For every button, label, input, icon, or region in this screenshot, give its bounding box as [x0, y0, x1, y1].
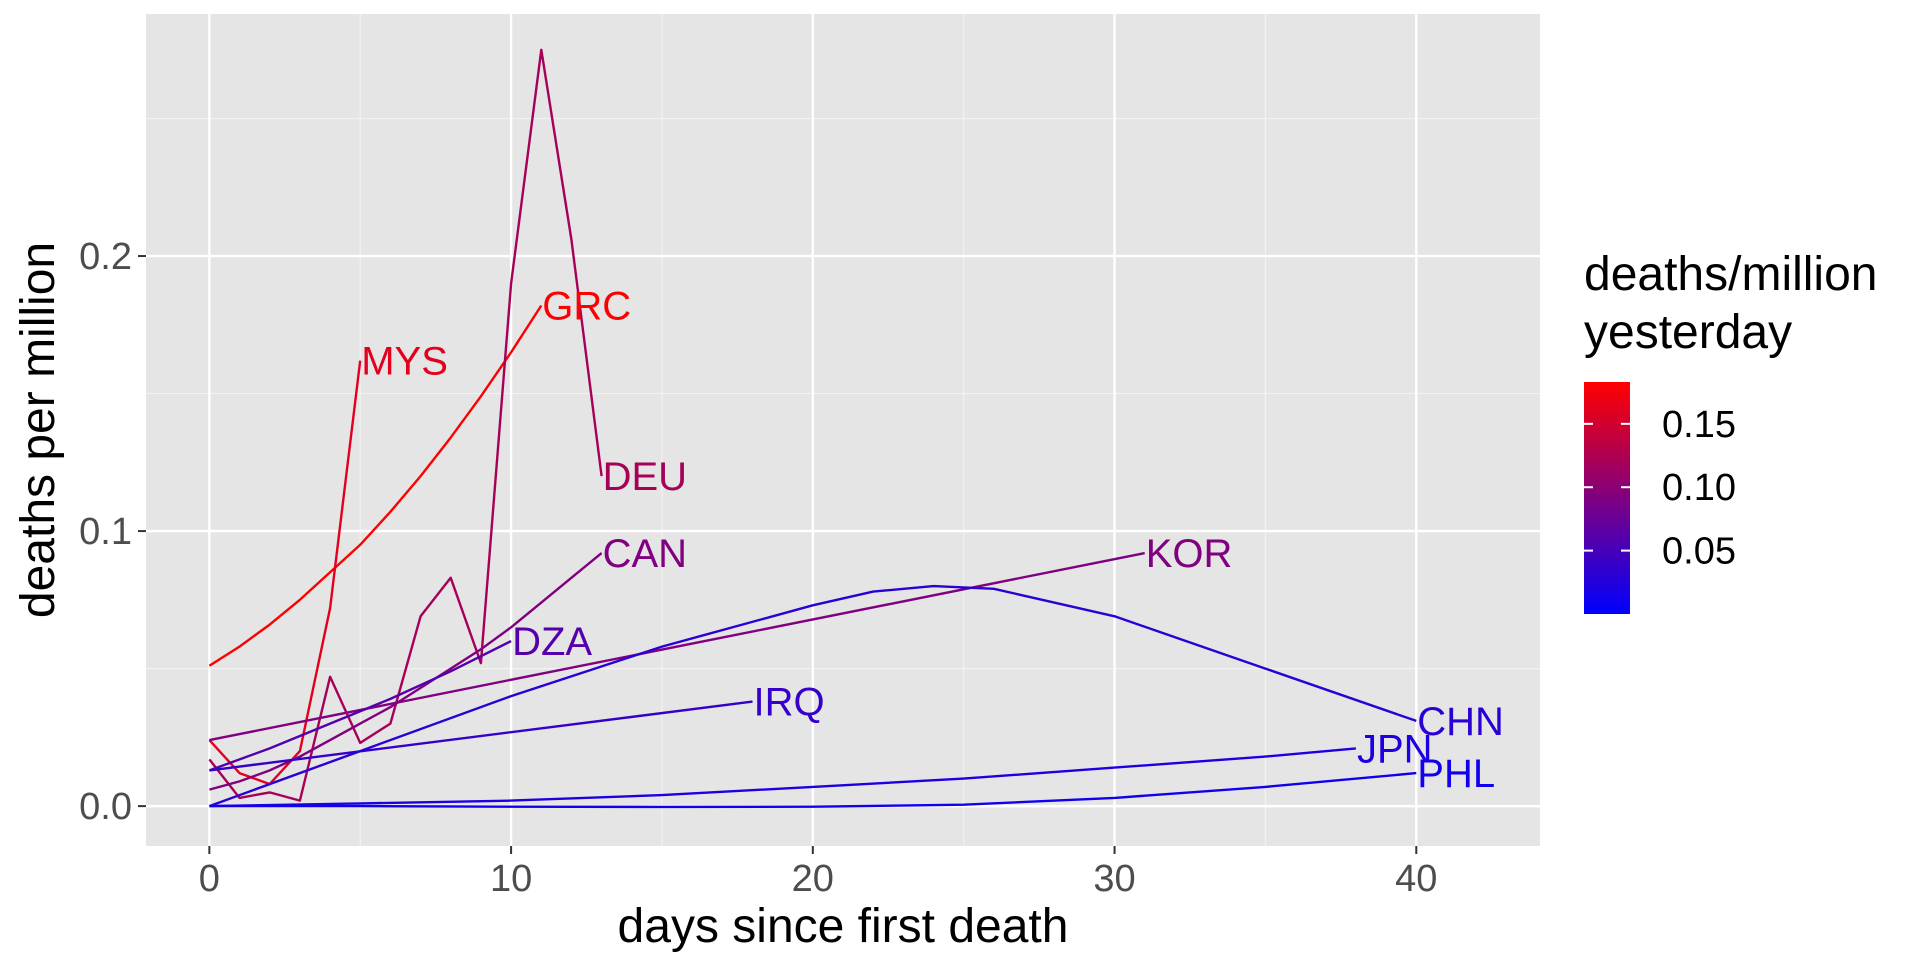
x-tick-label: 10	[490, 858, 532, 900]
legend-colorbar-ticks: 0.05 0.10 0.15	[1584, 404, 1736, 573]
series-label-dza: DZA	[512, 620, 592, 664]
y-tick-labels: 0.0 0.1 0.2	[79, 236, 132, 828]
series-label-grc: GRC	[542, 285, 631, 329]
series-line-dza	[208, 640, 512, 772]
plot-panel-background	[146, 14, 1540, 846]
series-label-can: CAN	[603, 532, 687, 576]
color-legend: deaths/million yesterday 0.05 0.10 0.15	[1584, 248, 1877, 614]
series-label-irq: IRQ	[753, 681, 824, 725]
legend-title-line-2: yesterday	[1584, 306, 1792, 359]
series-label-kor: KOR	[1146, 532, 1233, 576]
y-tick-label: 0.2	[79, 236, 132, 278]
x-tick-label: 20	[792, 858, 834, 900]
axis-ticks	[138, 255, 1418, 854]
series-line-phl	[209, 771, 1417, 809]
series-line-chn	[208, 584, 1417, 808]
y-axis-title: deaths per million	[12, 242, 65, 618]
series-label-jpn: JPN	[1357, 727, 1433, 771]
series-label-mys: MYS	[361, 340, 448, 384]
colorbar-tick-label: 0.05	[1662, 531, 1736, 573]
minor-gridlines	[146, 14, 1540, 846]
x-tick-labels: 0 10 20 30 40	[199, 858, 1438, 900]
series-line-jpn	[209, 747, 1357, 808]
x-tick-label: 40	[1395, 858, 1437, 900]
x-axis-title: days since first death	[618, 900, 1069, 953]
series-label-deu: DEU	[603, 455, 687, 499]
colorbar-tick-label: 0.15	[1662, 404, 1736, 446]
x-tick-label: 30	[1093, 858, 1135, 900]
series-label-chn: CHN	[1417, 700, 1504, 744]
colorbar-tick-label: 0.10	[1662, 467, 1736, 509]
y-tick-label: 0.1	[79, 511, 132, 553]
x-tick-label: 0	[199, 858, 220, 900]
series-line-deu	[208, 48, 603, 802]
series-line-grc	[208, 304, 543, 667]
legend-colorbar	[1584, 382, 1630, 614]
series-line-irq	[209, 700, 753, 772]
series-line-can	[209, 552, 603, 791]
y-tick-label: 0.0	[79, 786, 132, 828]
series-label-phl: PHL	[1417, 752, 1495, 796]
series-lines	[208, 48, 1417, 809]
legend-title-line-1: deaths/million	[1584, 248, 1877, 301]
